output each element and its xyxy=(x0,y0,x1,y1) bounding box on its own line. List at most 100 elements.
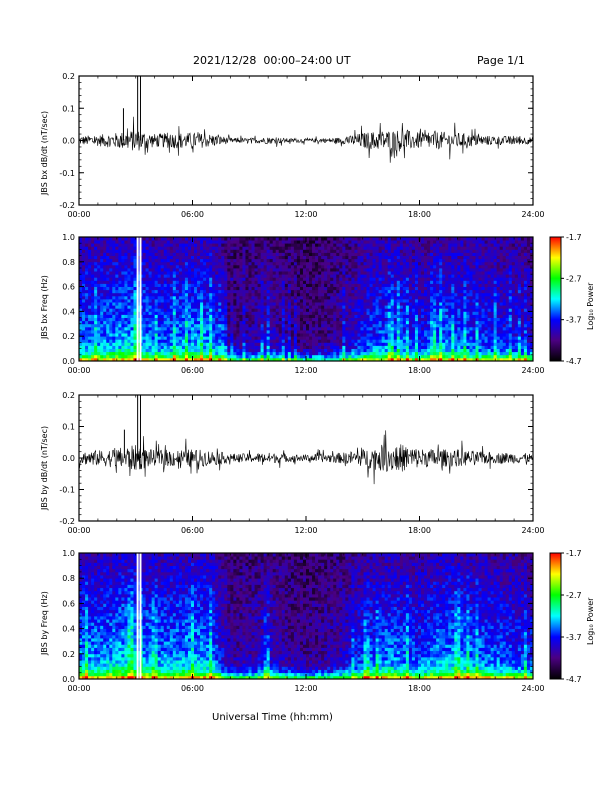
heatmap-cell xyxy=(442,299,445,303)
heatmap-cell xyxy=(309,240,312,244)
heatmap-cell xyxy=(127,265,130,269)
heatmap-cell xyxy=(239,302,242,306)
heatmap-cell xyxy=(97,284,100,288)
heatmap-cell xyxy=(155,308,158,312)
heatmap-cell xyxy=(109,342,112,346)
heatmap-cell xyxy=(158,339,161,343)
heatmap-cell xyxy=(303,342,306,346)
heatmap-cell xyxy=(94,308,97,312)
heatmap-cell xyxy=(218,333,221,337)
heatmap-cell xyxy=(270,243,273,247)
heatmap-cell xyxy=(124,324,127,328)
heatmap-cell xyxy=(161,305,164,309)
heatmap-cell xyxy=(191,256,194,260)
heatmap-cell xyxy=(306,318,309,322)
heatmap-cell xyxy=(239,349,242,353)
heatmap-cell xyxy=(221,284,224,288)
heatmap-cell xyxy=(445,346,448,350)
heatmap-cell xyxy=(152,355,155,359)
heatmap-cell xyxy=(191,311,194,315)
heatmap-cell xyxy=(203,256,206,260)
heatmap-cell xyxy=(385,339,388,343)
heatmap-cell xyxy=(376,246,379,250)
heatmap-cell xyxy=(94,240,97,244)
heatmap-cell xyxy=(170,262,173,266)
heatmap-cell xyxy=(279,271,282,275)
heatmap-cell xyxy=(203,293,206,297)
heatmap-cell xyxy=(379,249,382,253)
heatmap-cell xyxy=(415,324,418,328)
heatmap-cell xyxy=(336,346,339,350)
heatmap-cell xyxy=(185,284,188,288)
heatmap-cell xyxy=(155,327,158,331)
heatmap-cell xyxy=(173,268,176,272)
heatmap-cell xyxy=(191,346,194,350)
heatmap-cell xyxy=(276,246,279,250)
heatmap-cell xyxy=(297,349,300,353)
heatmap-cell xyxy=(339,280,342,284)
heatmap-cell xyxy=(173,321,176,325)
heatmap-cell xyxy=(430,262,433,266)
heatmap-cell xyxy=(143,284,146,288)
heatmap-cell xyxy=(436,302,439,306)
heatmap-cell xyxy=(385,315,388,319)
heatmap-cell xyxy=(233,268,236,272)
heatmap-cell xyxy=(173,299,176,303)
heatmap-cell xyxy=(182,318,185,322)
heatmap-cell xyxy=(351,305,354,309)
heatmap-cell xyxy=(364,299,367,303)
heatmap-cell xyxy=(97,299,100,303)
heatmap-cell xyxy=(133,324,136,328)
heatmap-cell xyxy=(109,349,112,353)
heatmap-cell xyxy=(294,290,297,294)
heatmap-cell xyxy=(303,290,306,294)
heatmap-cell xyxy=(215,287,218,291)
heatmap-cell xyxy=(394,290,397,294)
heatmap-cell xyxy=(188,352,191,356)
heatmap-cell xyxy=(127,333,130,337)
heatmap-cell xyxy=(385,280,388,284)
heatmap-cell xyxy=(203,302,206,306)
heatmap-cell xyxy=(270,318,273,322)
heatmap-cell xyxy=(370,327,373,331)
heatmap-cell xyxy=(367,333,370,337)
heatmap-cell xyxy=(288,249,291,253)
heatmap-cell xyxy=(367,324,370,328)
heatmap-cell xyxy=(439,280,442,284)
heatmap-cell xyxy=(146,296,149,300)
heatmap-cell xyxy=(203,296,206,300)
heatmap-cell xyxy=(364,287,367,291)
heatmap-cell xyxy=(206,277,209,281)
heatmap-cell xyxy=(161,299,164,303)
heatmap-cell xyxy=(170,290,173,294)
heatmap-cell xyxy=(312,311,315,315)
heatmap-cell xyxy=(209,287,212,291)
heatmap-cell xyxy=(100,249,103,253)
heatmap-cell xyxy=(158,318,161,322)
heatmap-cell xyxy=(118,321,121,325)
heatmap-cell xyxy=(182,271,185,275)
heatmap-cell xyxy=(133,268,136,272)
heatmap-cell xyxy=(354,293,357,297)
heatmap-cell xyxy=(264,299,267,303)
heatmap-cell xyxy=(306,277,309,281)
heatmap-cell xyxy=(215,265,218,269)
heatmap-cell xyxy=(270,287,273,291)
heatmap-cell xyxy=(376,339,379,343)
heatmap-cell xyxy=(282,280,285,284)
heatmap-cell xyxy=(127,274,130,278)
heatmap-cell xyxy=(224,240,227,244)
heatmap-cell xyxy=(409,324,412,328)
heatmap-cell xyxy=(100,240,103,244)
heatmap-cell xyxy=(433,336,436,340)
heatmap-cell xyxy=(400,349,403,353)
heatmap-cell xyxy=(421,280,424,284)
heatmap-cell xyxy=(197,302,200,306)
heatmap-cell xyxy=(351,259,354,263)
heatmap-cell xyxy=(155,265,158,269)
heatmap-cell xyxy=(403,355,406,359)
heatmap-cell xyxy=(224,284,227,288)
heatmap-cell xyxy=(152,327,155,331)
heatmap-cell xyxy=(345,302,348,306)
heatmap-cell xyxy=(170,268,173,272)
